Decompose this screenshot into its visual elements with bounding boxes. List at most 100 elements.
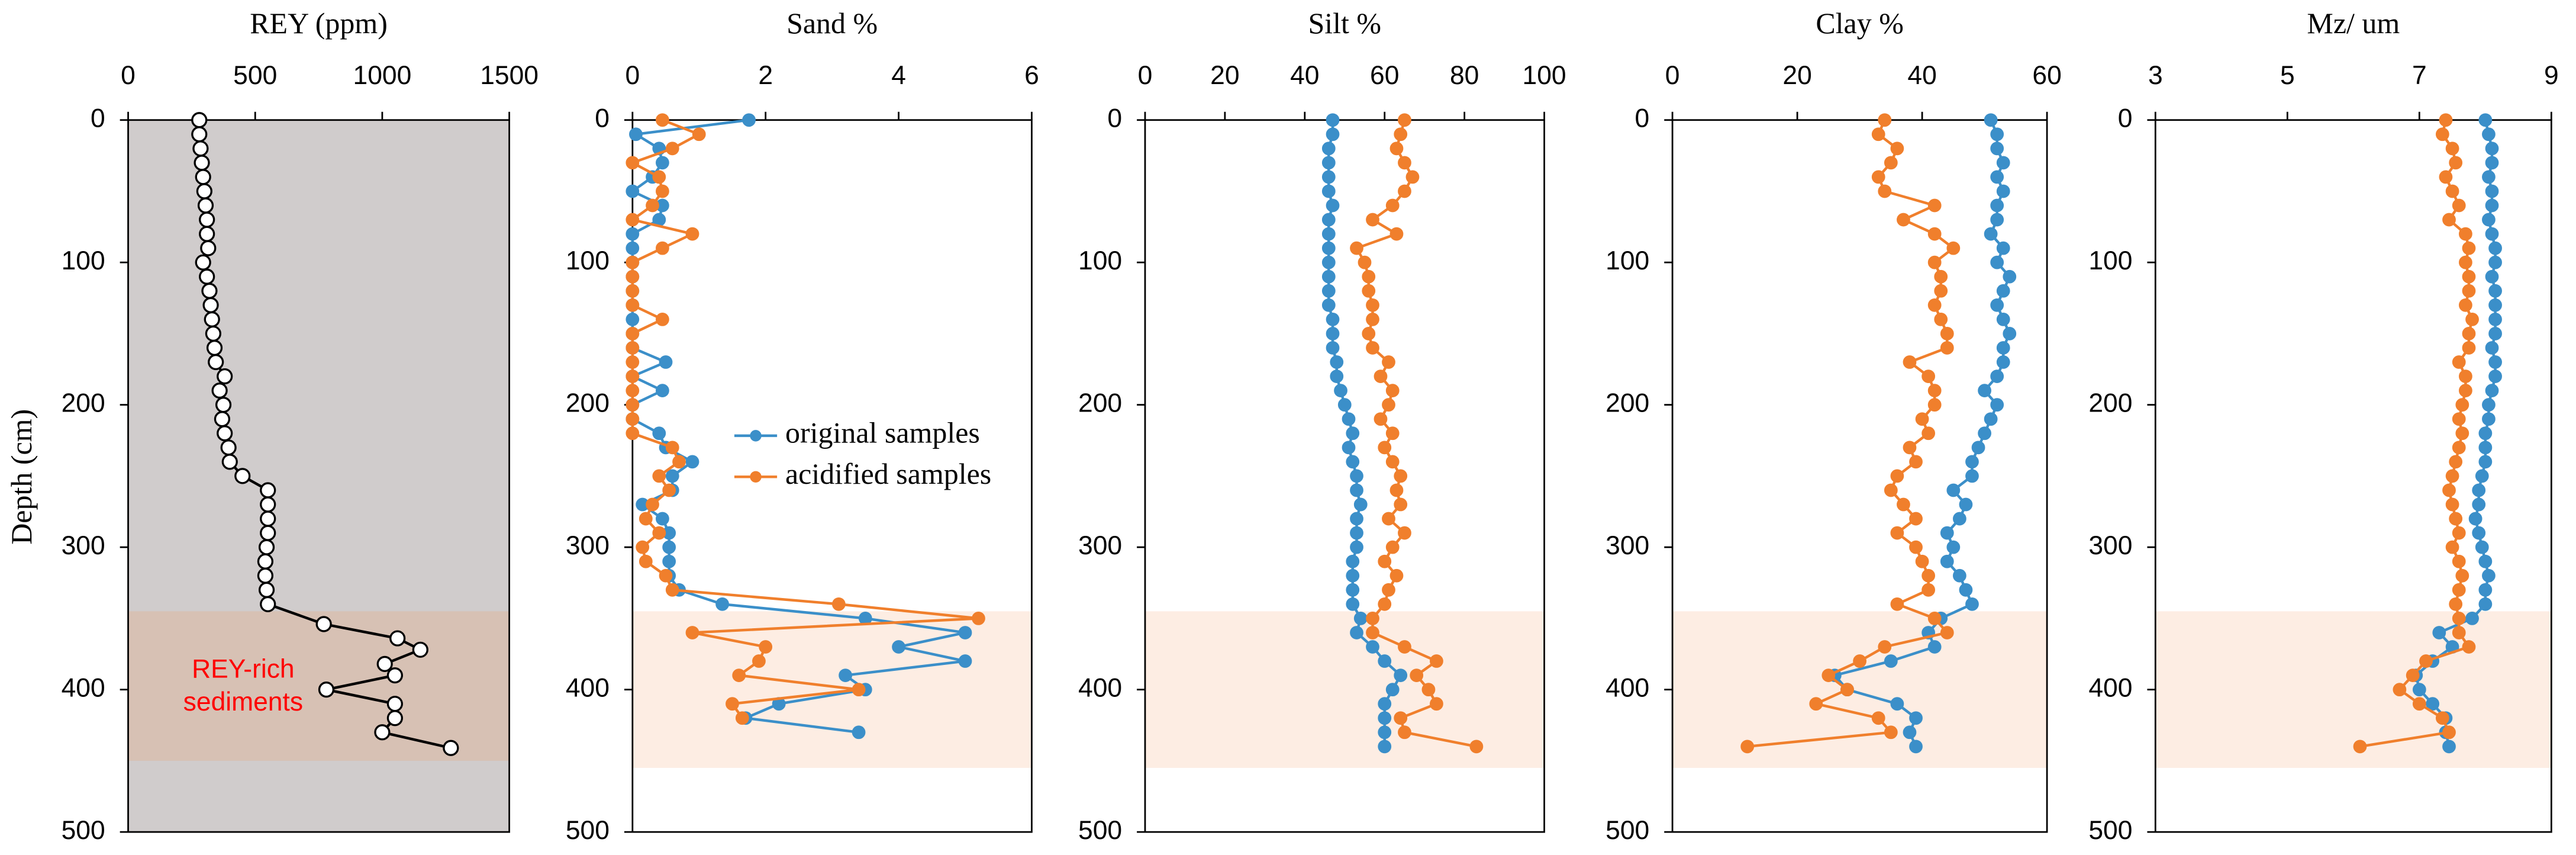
- data-point: [1385, 683, 1400, 697]
- data-point: [656, 113, 669, 127]
- data-point: [1389, 568, 1404, 583]
- data-point: [1927, 198, 1942, 213]
- data-point: [199, 226, 215, 242]
- data-point: [1394, 711, 1408, 725]
- data-point: [1909, 540, 1923, 554]
- data-point: [685, 227, 699, 241]
- y-tick-label: 0: [2118, 104, 2133, 133]
- data-point: [199, 268, 215, 285]
- x-tick-label: 1500: [480, 61, 539, 90]
- data-point: [2442, 483, 2456, 497]
- data-point: [1940, 327, 1954, 340]
- data-point: [656, 184, 669, 198]
- data-point: [1366, 626, 1379, 639]
- data-point: [2485, 198, 2499, 213]
- data-point: [1346, 554, 1360, 568]
- data-point: [2482, 170, 2496, 184]
- data-point: [194, 155, 210, 171]
- data-point: [715, 597, 729, 611]
- data-point: [2462, 269, 2476, 284]
- data-point: [662, 554, 676, 568]
- data-point: [1890, 469, 1904, 483]
- data-point: [389, 630, 406, 647]
- data-point: [1990, 369, 2004, 383]
- y-tick-label: 100: [2088, 246, 2132, 275]
- data-point: [2485, 341, 2499, 355]
- data-point: [217, 368, 233, 385]
- x-tick-label: 2: [758, 61, 773, 90]
- data-point: [1385, 426, 1400, 441]
- data-point: [626, 426, 640, 441]
- data-point: [2462, 284, 2476, 298]
- data-point: [626, 241, 640, 255]
- y-tick-label: 500: [62, 816, 105, 845]
- data-point: [1927, 612, 1942, 625]
- data-point: [692, 127, 706, 142]
- data-point: [215, 397, 232, 413]
- data-point: [2459, 298, 2472, 312]
- data-point: [2439, 170, 2453, 184]
- data-point: [646, 198, 659, 213]
- data-point: [1342, 441, 1356, 455]
- shaded-zone: [1144, 611, 1545, 768]
- data-point: [1378, 697, 1392, 711]
- data-point: [2465, 313, 2479, 326]
- data-point: [258, 581, 275, 598]
- data-point: [1940, 554, 1954, 568]
- data-point: [892, 640, 905, 654]
- data-point: [1321, 227, 1336, 241]
- data-point: [852, 683, 866, 697]
- data-point: [2488, 298, 2502, 312]
- data-point: [1350, 540, 1363, 554]
- data-point: [1398, 184, 1411, 198]
- data-point: [1321, 184, 1336, 198]
- data-point: [1990, 298, 2004, 312]
- data-point: [191, 126, 208, 143]
- y-tick-label: 300: [1078, 531, 1122, 560]
- data-point: [1971, 441, 1985, 455]
- data-point: [1927, 255, 1942, 269]
- data-point: [1382, 398, 1395, 412]
- data-point: [2488, 241, 2502, 255]
- data-point: [1366, 313, 1379, 326]
- data-point: [1330, 355, 1344, 369]
- data-point: [260, 496, 276, 513]
- y-tick-label: 400: [566, 673, 610, 702]
- x-tick-label: 5: [2280, 61, 2295, 90]
- data-point: [1469, 740, 1484, 754]
- data-point: [1389, 142, 1404, 156]
- data-point: [652, 426, 666, 441]
- data-point: [639, 512, 653, 526]
- data-point: [192, 140, 209, 157]
- data-point: [2452, 412, 2466, 426]
- data-point: [315, 616, 332, 632]
- data-point: [1927, 384, 1942, 398]
- data-point: [972, 612, 985, 625]
- y-tick-label: 400: [1605, 673, 1649, 702]
- data-point: [234, 468, 251, 484]
- data-point: [685, 626, 699, 639]
- data-point: [2462, 241, 2476, 255]
- data-point: [1946, 241, 1961, 255]
- y-tick-label: 100: [62, 246, 105, 275]
- y-tick-label: 0: [1635, 104, 1650, 133]
- data-point: [1326, 313, 1340, 326]
- data-point: [1996, 284, 2010, 298]
- y-tick-label: 100: [566, 246, 610, 275]
- data-point: [1334, 384, 1347, 398]
- data-point: [2449, 156, 2463, 170]
- data-point: [958, 654, 972, 668]
- data-point: [206, 339, 223, 356]
- data-point: [197, 197, 214, 214]
- y-tick-label: 0: [595, 104, 610, 133]
- data-point: [2449, 512, 2463, 526]
- x-tick-label: 40: [1290, 61, 1319, 90]
- data-point: [2452, 612, 2466, 625]
- y-tick-label: 200: [1605, 388, 1649, 417]
- x-tick-label: 80: [1450, 61, 1479, 90]
- data-point: [2449, 597, 2463, 611]
- data-point: [1903, 355, 1917, 369]
- data-point: [1398, 640, 1411, 654]
- legend-marker: [750, 430, 762, 442]
